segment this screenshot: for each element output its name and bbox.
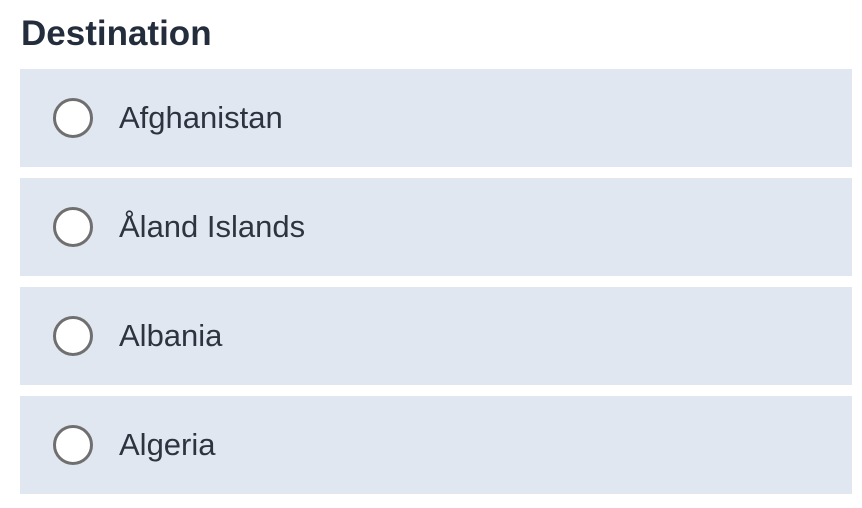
option-albania[interactable]: Albania xyxy=(20,287,852,385)
destination-radio-group: Afghanistan Åland Islands Albania Algeri… xyxy=(20,69,852,505)
radio-icon[interactable] xyxy=(53,425,93,465)
radio-icon[interactable] xyxy=(53,98,93,138)
radio-icon[interactable] xyxy=(53,207,93,247)
option-aland-islands[interactable]: Åland Islands xyxy=(20,178,852,276)
field-heading: Destination xyxy=(21,14,212,53)
option-label: Albania xyxy=(119,318,223,353)
option-label: Algeria xyxy=(119,427,216,462)
option-afghanistan[interactable]: Afghanistan xyxy=(20,69,852,167)
option-label: Åland Islands xyxy=(119,209,306,244)
option-algeria[interactable]: Algeria xyxy=(20,396,852,494)
radio-icon[interactable] xyxy=(53,316,93,356)
option-label: Afghanistan xyxy=(119,100,283,135)
